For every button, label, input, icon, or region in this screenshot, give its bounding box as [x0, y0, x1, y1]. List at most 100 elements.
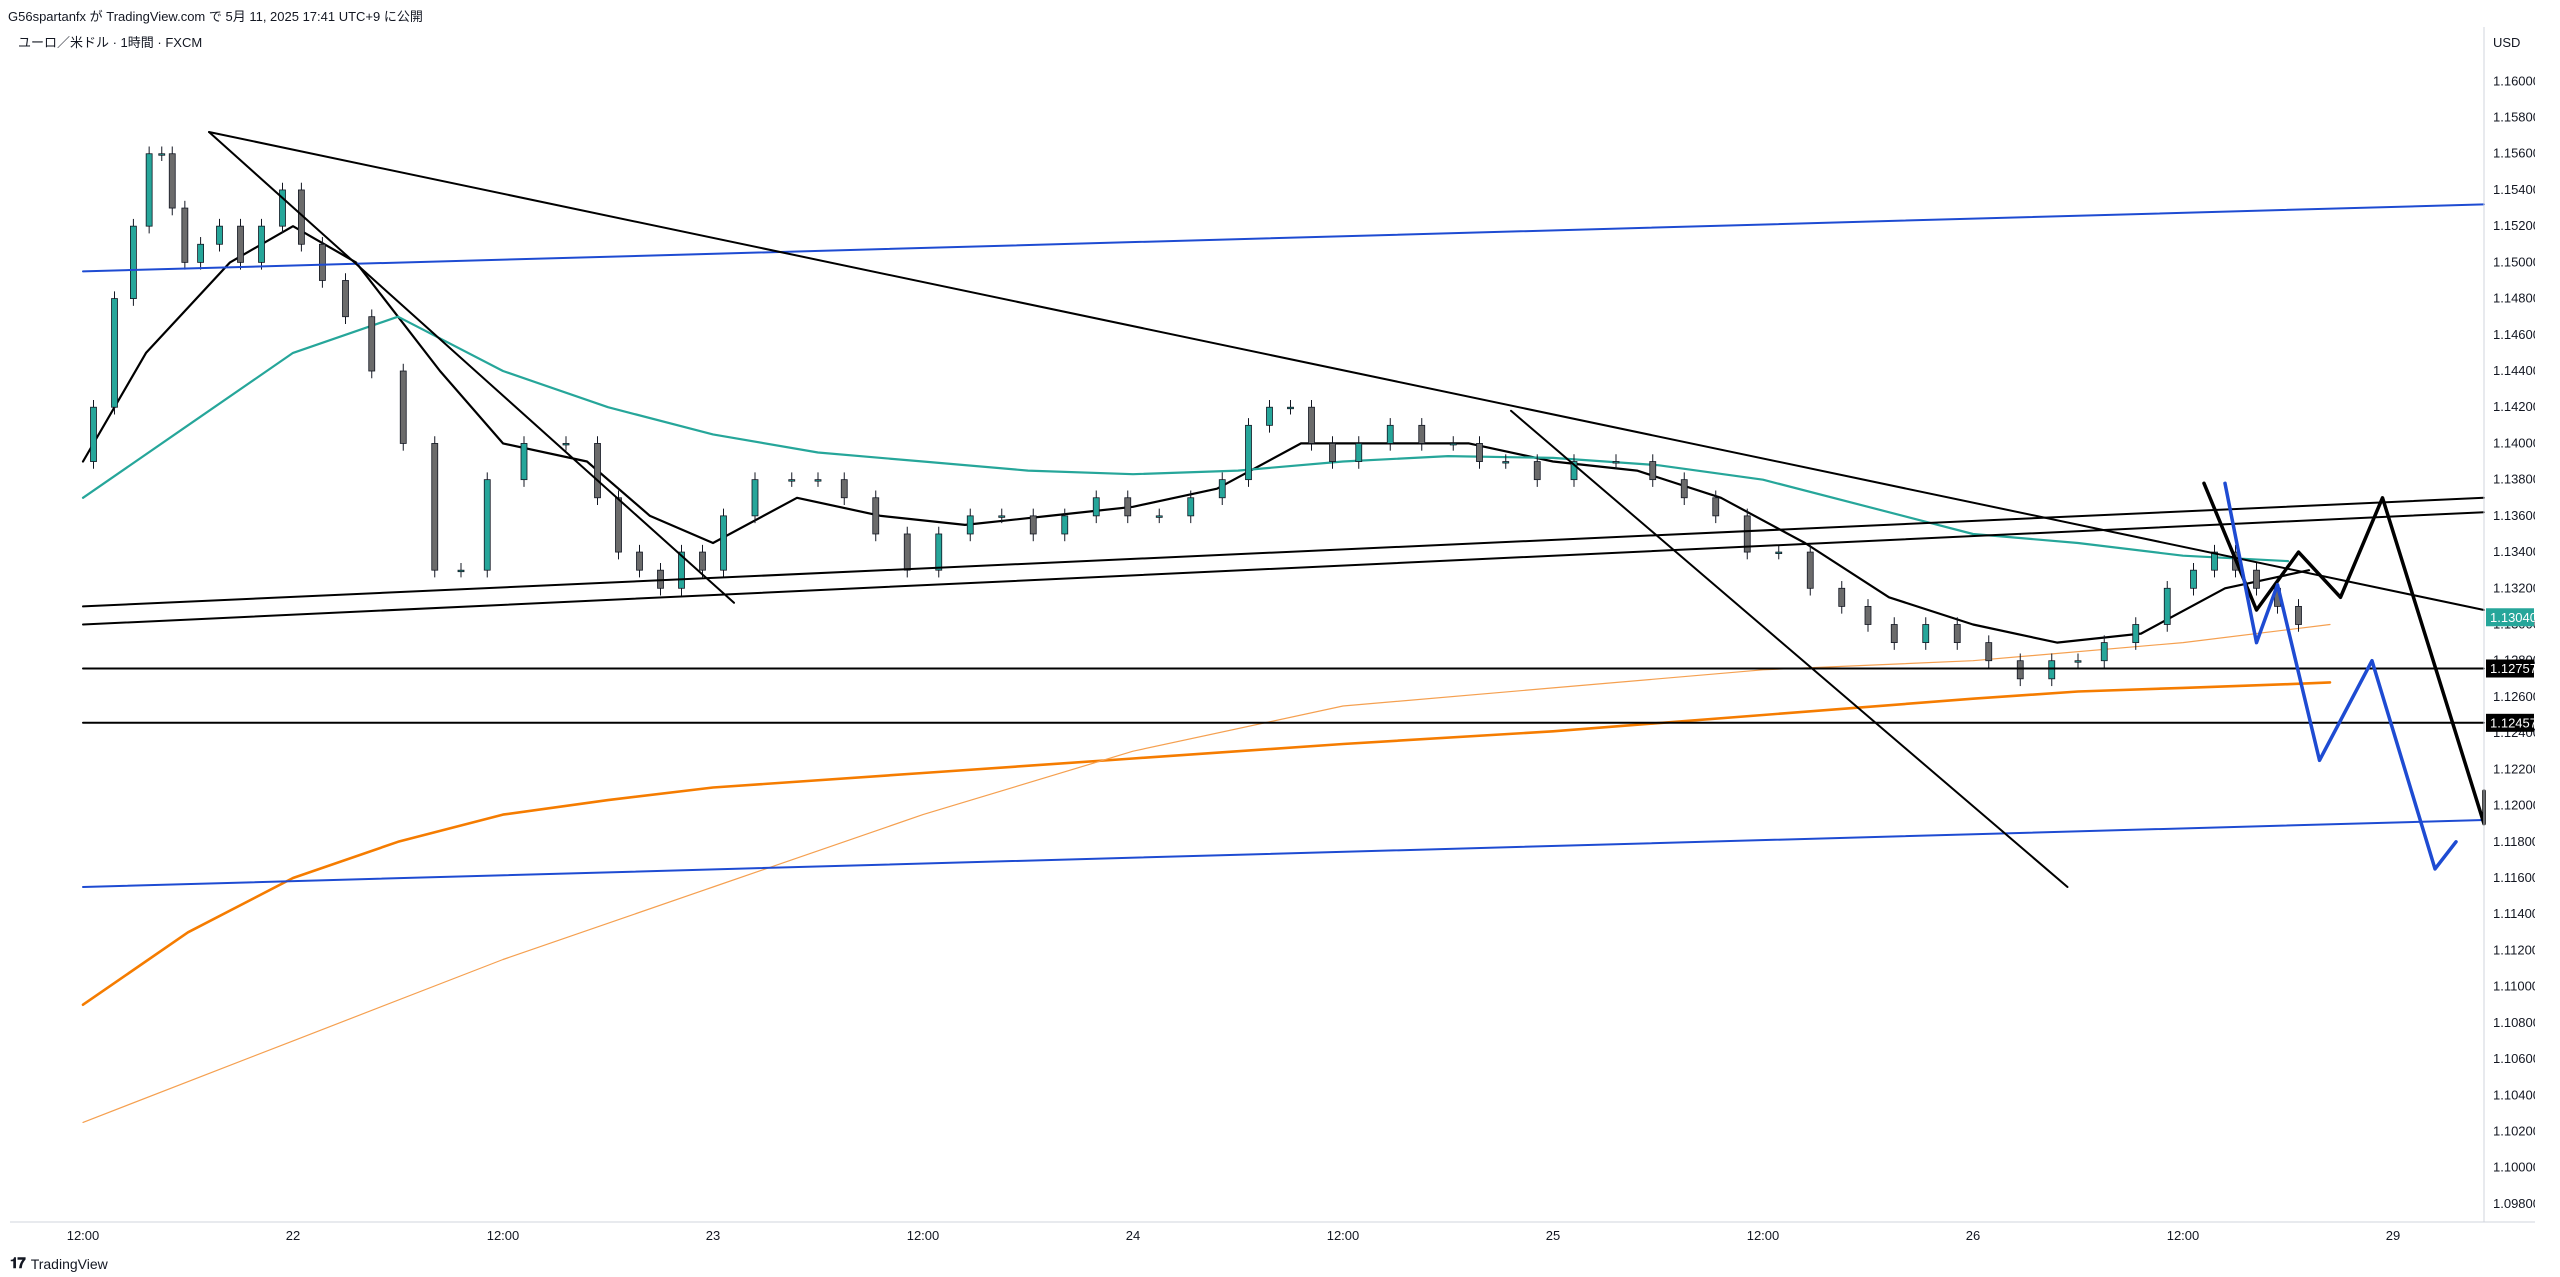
- y-tick-label: 1.15400: [2493, 182, 2535, 197]
- ma-line-3: [81, 681, 2332, 1007]
- chart-frame[interactable]: 1.09800 1.10000 1.10200 1.10400 1.10600 1.108…: [10, 27, 2535, 1250]
- candle: [2295, 605, 2302, 625]
- candle: [1612, 461, 1620, 464]
- x-tick-label: 12:00: [2167, 1228, 2200, 1243]
- candle: [2100, 642, 2108, 662]
- candle: [636, 551, 643, 571]
- footer: 𝟏𝟕 TradingView: [10, 1250, 410, 1277]
- y-tick-label: 1.10800: [2493, 1015, 2535, 1030]
- candle: [903, 533, 911, 571]
- x-tick-label: 23: [706, 1228, 720, 1243]
- y-tick-label: 1.10600: [2493, 1051, 2535, 1066]
- candle: [1287, 406, 1294, 410]
- candle: [1029, 515, 1037, 535]
- candle: [1218, 479, 1226, 499]
- candle: [1775, 551, 1783, 554]
- x-tick-label: 29: [2386, 1228, 2400, 1243]
- candle: [237, 225, 244, 263]
- y-tick-label: 1.14400: [2493, 363, 2535, 378]
- currency-label: USD: [2493, 35, 2520, 50]
- moving-averages: [81, 225, 2332, 1124]
- candle: [168, 153, 176, 209]
- y-tick-label: 1.13200: [2493, 580, 2535, 595]
- candle: [1985, 642, 1993, 662]
- candle: [1743, 515, 1751, 553]
- candle: [2048, 660, 2056, 680]
- candle: [1649, 461, 1657, 481]
- candle: [1680, 479, 1688, 499]
- steep-trendline-1: [208, 131, 735, 604]
- candle: [1329, 443, 1336, 462]
- price-chart[interactable]: 1.09800 1.10000 1.10200 1.10400 1.10600 1.108…: [10, 27, 2535, 1250]
- candle: [1092, 497, 1100, 517]
- candle: [720, 515, 727, 571]
- candle: [216, 225, 223, 245]
- blue-path: [2223, 481, 2458, 871]
- candle: [1953, 624, 1961, 644]
- y-tick-label: 1.09800: [2493, 1196, 2535, 1211]
- x-tick-label: 25: [1546, 1228, 1560, 1243]
- candle: [840, 479, 848, 499]
- x-tick-label: 12:00: [1327, 1228, 1360, 1243]
- candle: [814, 479, 822, 482]
- black-path: [2202, 481, 2486, 826]
- x-tick-label: 12:00: [907, 1228, 940, 1243]
- y-tick-label: 1.10400: [2493, 1087, 2535, 1102]
- candle: [1890, 624, 1898, 644]
- candle: [872, 497, 880, 535]
- candle: [1449, 443, 1457, 446]
- candle: [1245, 424, 1252, 481]
- y-tick-label: 1.13800: [2493, 472, 2535, 487]
- y-tick-label: 1.10000: [2493, 1160, 2535, 1175]
- price-tag-text: 1.12457: [2490, 715, 2535, 730]
- x-tick-label: 12:00: [1747, 1228, 1780, 1243]
- projections: [2202, 481, 2486, 871]
- candle: [966, 515, 974, 535]
- candle: [258, 225, 265, 263]
- candle: [2132, 624, 2140, 644]
- candle: [279, 189, 286, 227]
- candle: [1476, 443, 1483, 462]
- candle: [318, 243, 326, 281]
- y-tick-label: 1.11600: [2493, 870, 2535, 885]
- x-tick-label: 24: [1126, 1228, 1140, 1243]
- x-tick-label: 12:00: [487, 1228, 520, 1243]
- trendlines: [82, 131, 2485, 888]
- tradingview-logo-icon: 𝟏𝟕: [10, 1255, 26, 1272]
- y-tick-label: 1.14800: [2493, 291, 2535, 306]
- footer-brand: TradingView: [30, 1255, 108, 1272]
- candle: [158, 153, 166, 156]
- candle: [2163, 587, 2171, 625]
- descending-trendline: [208, 131, 2485, 611]
- candle: [130, 225, 137, 299]
- y-tick-label: 1.15800: [2493, 110, 2535, 125]
- ma-line-2: [81, 315, 2290, 563]
- rising-channel-upper: [82, 496, 2485, 608]
- price-tags: 1.13040 1.12757 1.12457: [2486, 608, 2535, 732]
- candle: [1418, 424, 1426, 444]
- lower-blue-channel: [82, 819, 2485, 888]
- candle: [368, 316, 376, 372]
- candle: [1922, 624, 1930, 644]
- candle: [2190, 569, 2197, 589]
- upper-blue-channel: [82, 203, 2485, 273]
- y-tick-label: 1.12600: [2493, 689, 2535, 704]
- price-tag: [2486, 713, 2534, 732]
- candle: [1570, 461, 1578, 481]
- candle: [111, 298, 118, 408]
- candle: [1308, 406, 1315, 444]
- candle: [197, 243, 205, 263]
- candle: [431, 443, 439, 571]
- candle: [1712, 497, 1720, 517]
- candle: [1533, 461, 1541, 481]
- rising-channel-lower: [82, 511, 2485, 626]
- candle: [1155, 515, 1163, 518]
- candle: [520, 443, 528, 481]
- candle: [935, 533, 943, 571]
- candle: [181, 207, 189, 263]
- x-tick-label: 22: [286, 1228, 300, 1243]
- candle: [1806, 551, 1814, 589]
- price-series: [90, 146, 2302, 687]
- candle: [483, 479, 491, 571]
- candle: [2211, 551, 2218, 571]
